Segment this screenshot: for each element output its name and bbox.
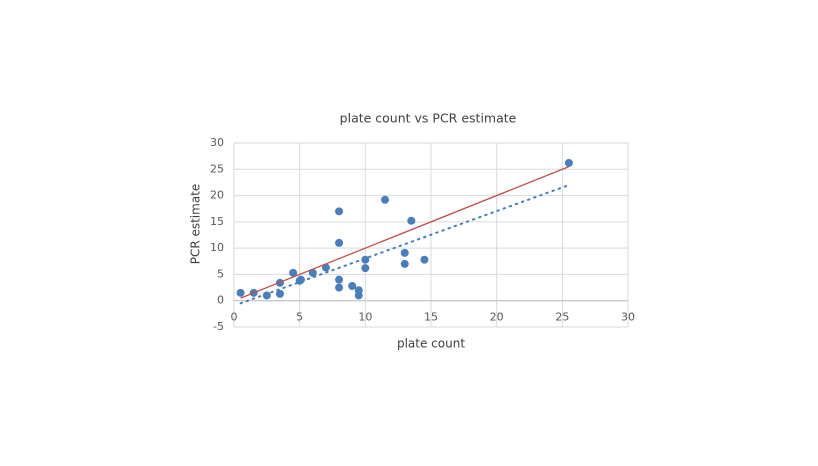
point [354,291,363,300]
trend-line [239,184,570,305]
x-tick-label: 10 [358,311,372,324]
point [348,281,357,290]
y-axis-title: PCR estimate [189,184,203,265]
point [335,275,344,284]
point [400,259,409,268]
y-tick-label: 20 [210,189,224,202]
point [407,216,416,225]
point [335,238,344,247]
point [381,195,390,204]
point [275,289,284,298]
point [361,264,370,273]
point [289,268,298,277]
point [236,288,245,297]
point [420,255,429,264]
x-axis-title: plate count [397,337,465,351]
y-tick-label: 5 [217,267,224,280]
y-tick-label: 0 [217,294,224,307]
x-tick-label: 20 [490,311,504,324]
x-tick-label: 25 [555,311,569,324]
point [400,248,409,257]
y-tick-label: 25 [210,162,224,175]
point [308,268,317,277]
x-tick-label: 15 [424,311,438,324]
reference-line [240,166,570,299]
y-tick-label: 15 [210,215,224,228]
x-tick-label: 30 [621,311,635,324]
y-tick-label: -5 [213,320,224,333]
y-tick-label: 30 [210,136,224,149]
point [296,275,305,284]
x-tick-label: 5 [296,311,303,324]
point [335,207,344,216]
point [262,291,271,300]
point [361,255,370,264]
point [321,263,330,272]
point [335,283,344,292]
chart-title: plate count vs PCR estimate [340,111,517,126]
x-tick-label: 0 [231,311,238,324]
y-tick-label: 10 [210,241,224,254]
point [564,158,573,167]
